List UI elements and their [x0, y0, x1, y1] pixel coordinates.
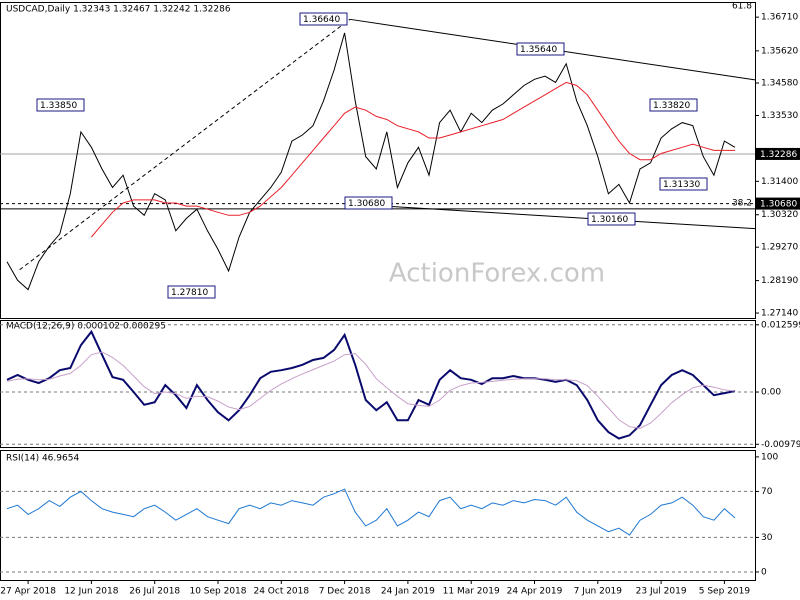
y-tick-label: 1.35620 [761, 46, 798, 56]
x-tick-label: 5 Sep 2019 [699, 587, 751, 597]
x-tick-label: 24 Apr 2019 [507, 587, 563, 597]
annotation-box [299, 12, 348, 26]
annotation-box [659, 177, 708, 191]
x-tick-label: 26 Jul 2018 [129, 587, 180, 597]
y-tick-label: 70 [761, 487, 773, 497]
x-tick-label: 24 Jan 2019 [381, 587, 435, 597]
y-tick-label: 1.34580 [761, 79, 798, 89]
y-tick-label: 0.00 [761, 388, 781, 398]
series-line [6, 329, 736, 440]
annotation-box [516, 42, 565, 56]
trend-line [19, 18, 351, 271]
x-tick-label: 7 Jun 2019 [574, 587, 623, 597]
panel-frame [0, 2, 756, 319]
x-tick-label: 24 Oct 2018 [253, 587, 309, 597]
panel-frame [0, 320, 756, 448]
y-tick-label: 1.33530 [761, 111, 798, 121]
annotation: 1.27810 [171, 288, 208, 298]
chart-title: USDCAD,Daily 1.32343 1.32467 1.32242 1.3… [6, 5, 231, 15]
price-box [756, 147, 800, 160]
y-tick-label: 1.28190 [761, 276, 798, 286]
rsi-title: RSI(14) 46.9654 [6, 454, 79, 464]
x-tick-label: 7 Dec 2018 [319, 587, 371, 597]
fib-label: 38.2 [732, 199, 752, 209]
watermark: ActionForex.com [389, 259, 605, 289]
series-line [6, 351, 736, 429]
annotation-box [587, 212, 636, 226]
annotation: 1.36640 [303, 15, 340, 25]
series-line [91, 81, 735, 238]
y-tick-label: 0 [761, 567, 767, 577]
macd-title: MACD(12,26,9) 0.000102 0.000295 [6, 322, 166, 332]
annotation: 1.35640 [520, 45, 557, 55]
panel-frame [0, 450, 756, 581]
y-tick-label: 30 [761, 533, 773, 543]
x-tick-label: 11 Mar 2019 [443, 587, 500, 597]
y-tick-label: 1.27140 [761, 309, 798, 319]
y-tick-label: 1.30320 [761, 210, 798, 220]
annotation-box [344, 196, 393, 210]
x-tick-label: 12 Jun 2018 [64, 587, 118, 597]
series-line [6, 32, 736, 291]
y-tick-label: 1.31400 [761, 177, 798, 187]
y-tick-label: 1.29270 [761, 243, 798, 253]
x-tick-label: 10 Sep 2018 [189, 587, 246, 597]
annotation: 1.30160 [591, 215, 628, 225]
annotation: 1.33820 [653, 101, 690, 111]
annotation-box [167, 285, 216, 299]
annotation: 1.30680 [348, 199, 385, 209]
y-tick-label: 1.36710 [761, 13, 798, 23]
annotation: 1.31330 [663, 180, 700, 190]
price-box-label: 1.32286 [760, 150, 797, 160]
series-line [6, 488, 736, 536]
y-tick-label: 0.012599 [761, 320, 800, 330]
x-tick-label: 23 Jul 2019 [636, 587, 687, 597]
trend-line [344, 203, 756, 230]
annotation-box [649, 98, 698, 112]
fib-label: 61.8 [732, 2, 752, 12]
y-tick-label: 100 [761, 452, 778, 462]
x-tick-label: 27 Apr 2018 [0, 587, 56, 597]
annotation-box [36, 98, 85, 112]
annotation: 1.33850 [40, 101, 77, 111]
price-box [756, 197, 800, 210]
price-box-label: 1.30680 [760, 200, 797, 210]
y-tick-label: -0.00979 [761, 440, 800, 450]
